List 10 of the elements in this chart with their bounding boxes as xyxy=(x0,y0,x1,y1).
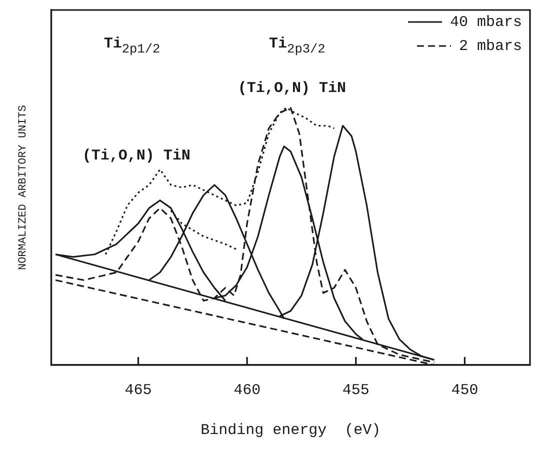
text: (Ti,O,N) TiN xyxy=(238,80,346,97)
legend-label: 2 mbars xyxy=(458,38,522,55)
x-tick-label: 460 xyxy=(234,382,261,399)
annotation: (Ti,O,N) TiN xyxy=(82,147,190,164)
x-axis-title: Binding energy (eV) xyxy=(200,422,381,439)
x-tick-label: 450 xyxy=(451,382,478,399)
x-tick-label: 465 xyxy=(124,382,152,399)
y-axis-title: NORMALIZED ARBITORY UNITS xyxy=(18,104,30,270)
legend-label: 40 mbars xyxy=(450,14,522,31)
x-tick-label: 455 xyxy=(342,382,370,399)
